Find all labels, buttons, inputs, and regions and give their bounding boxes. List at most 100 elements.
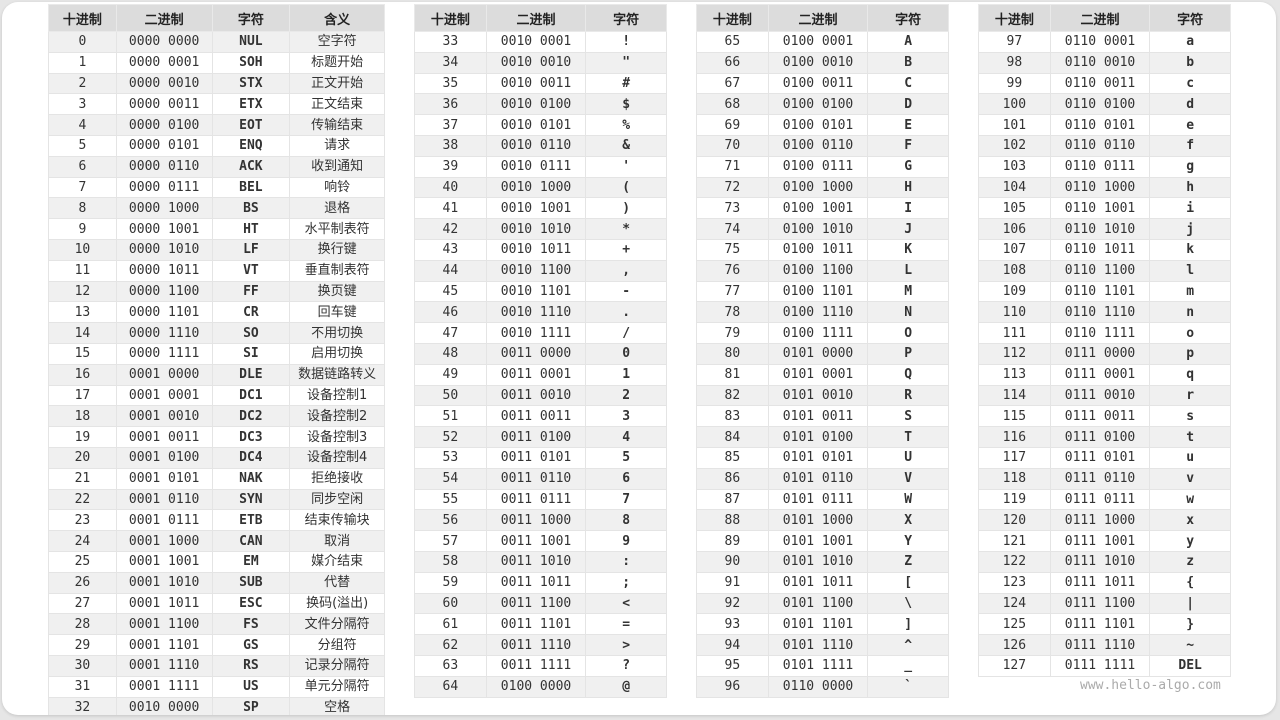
table-row: 27 0001 1011 ESC 换码(溢出): [48, 592, 385, 615]
binary-cell: 0010 1101: [485, 280, 587, 303]
meaning-cell: 正文开始: [289, 72, 385, 95]
table-row: 76 0100 1100 L: [696, 259, 949, 282]
table-row: 105 0110 1001 i: [978, 197, 1231, 220]
char-cell: STX: [211, 72, 291, 95]
char-cell: i: [1149, 197, 1231, 220]
table-row: 56 0011 1000 8: [414, 509, 667, 532]
char-cell: >: [585, 634, 667, 656]
binary-cell: 0000 1111: [115, 342, 213, 365]
binary-cell: 0110 0100: [1049, 93, 1151, 116]
binary-cell: 0100 0110: [767, 134, 869, 157]
decimal-cell: 94: [696, 634, 769, 656]
binary-cell: 0011 0001: [485, 363, 587, 386]
table-row: 20 0001 0100 DC4 设备控制4: [48, 446, 385, 469]
table-row: 45 0010 1101-: [414, 280, 667, 303]
meaning-cell: 回车键: [289, 301, 385, 324]
decimal-cell: 103: [978, 155, 1051, 178]
table-row: 113 0111 0001 q: [978, 363, 1231, 386]
binary-cell: 0010 0101: [485, 114, 587, 136]
table-row: 80 0101 0000 P: [696, 342, 949, 365]
char-cell: CAN: [211, 530, 291, 552]
decimal-cell: 79: [696, 322, 769, 344]
binary-cell: 0011 0101: [485, 446, 587, 469]
decimal-cell: 116: [978, 426, 1051, 448]
binary-cell: 0101 1101: [767, 613, 869, 636]
meaning-cell: 同步空闲: [289, 488, 385, 511]
binary-cell: 0001 1010: [115, 571, 213, 594]
meaning-cell: 记录分隔符: [289, 654, 385, 677]
char-cell: U: [867, 446, 949, 469]
char-cell: ": [585, 51, 667, 74]
binary-cell: 0111 1101: [1049, 613, 1151, 636]
table-row: 5 0000 0101 ENQ 请求: [48, 134, 385, 157]
char-cell: .: [585, 301, 667, 324]
decimal-cell: 109: [978, 280, 1051, 303]
char-cell: -: [585, 280, 667, 303]
table-row: 33 0010 0001!: [414, 31, 667, 53]
decimal-cell: 107: [978, 238, 1051, 261]
char-cell: SP: [211, 696, 291, 715]
decimal-cell: 2: [48, 72, 117, 95]
binary-cell: 0110 0110: [1049, 134, 1151, 157]
binary-cell: 0100 1101: [767, 280, 869, 303]
table-row: 70 0100 0110 F: [696, 134, 949, 157]
table-row: 74 0100 1010 J: [696, 218, 949, 240]
binary-cell: 0100 1111: [767, 322, 869, 344]
binary-cell: 0011 1000: [485, 509, 587, 532]
decimal-cell: 78: [696, 301, 769, 324]
table-row: 46 0010 1110.: [414, 301, 667, 324]
decimal-cell: 47: [414, 322, 487, 344]
char-cell: D: [867, 93, 949, 116]
meaning-cell: 空字符: [289, 31, 385, 53]
table-row: 54 0011 0110 6: [414, 467, 667, 490]
table-row: 100 0110 0100 d: [978, 93, 1231, 116]
table-row: 14 0000 1110 SO 不用切换: [48, 322, 385, 344]
decimal-cell: 101: [978, 114, 1051, 136]
char-cell: T: [867, 426, 949, 448]
decimal-cell: 9: [48, 218, 117, 240]
decimal-cell: 98: [978, 51, 1051, 74]
table-row: 104 0110 1000 h: [978, 176, 1231, 199]
char-cell: O: [867, 322, 949, 344]
binary-cell: 0000 1101: [115, 301, 213, 324]
char-cell: SO: [211, 322, 291, 344]
binary-cell: 0110 0101: [1049, 114, 1151, 136]
meaning-cell: 退格: [289, 197, 385, 220]
char-cell: SUB: [211, 571, 291, 594]
meaning-cell: 标题开始: [289, 51, 385, 74]
decimal-cell: 8: [48, 197, 117, 220]
binary-cell: 0100 1011: [767, 238, 869, 261]
decimal-cell: 64: [414, 675, 487, 698]
binary-cell: 0110 0010: [1049, 51, 1151, 74]
char-cell: SOH: [211, 51, 291, 74]
table-row: 101 0110 0101 e: [978, 114, 1231, 136]
decimal-cell: 85: [696, 446, 769, 469]
table-row: 110 0110 1110 n: [978, 301, 1231, 324]
char-cell: ETX: [211, 93, 291, 116]
binary-cell: 0101 1110: [767, 634, 869, 656]
char-cell: r: [1149, 384, 1231, 407]
meaning-cell: 请求: [289, 134, 385, 157]
table-row: 42 0010 1010 *: [414, 218, 667, 240]
decimal-cell: 92: [696, 592, 769, 615]
table-row: 30 0001 1110 RS 记录分隔符: [48, 654, 385, 677]
char-cell: E: [867, 114, 949, 136]
char-cell: H: [867, 176, 949, 199]
char-cell: |: [1149, 592, 1231, 615]
decimal-cell: 122: [978, 550, 1051, 573]
decimal-cell: 120: [978, 509, 1051, 532]
table-row: 123 0111 1011{: [978, 571, 1231, 594]
char-cell: c: [1149, 72, 1231, 95]
meaning-cell: 设备控制1: [289, 384, 385, 407]
decimal-cell: 119: [978, 488, 1051, 511]
decimal-cell: 13: [48, 301, 117, 324]
binary-cell: 0111 0011: [1049, 405, 1151, 428]
binary-cell: 0111 1111: [1049, 654, 1151, 677]
header-decimal: 十进制: [414, 4, 487, 32]
char-cell: s: [1149, 405, 1231, 428]
decimal-cell: 42: [414, 218, 487, 240]
table-row: 62 0011 1110 >: [414, 634, 667, 656]
header-char: 字符: [867, 4, 949, 32]
decimal-cell: 93: [696, 613, 769, 636]
decimal-cell: 10: [48, 238, 117, 261]
